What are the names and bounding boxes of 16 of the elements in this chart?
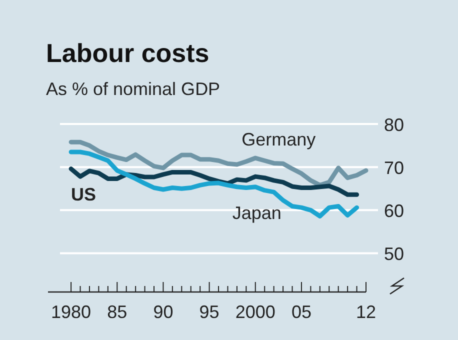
x-tick-label: 12 xyxy=(356,302,376,322)
y-tick-label: 70 xyxy=(384,158,404,178)
x-tick-label: 05 xyxy=(291,302,312,322)
x-tick-label: 95 xyxy=(199,302,220,322)
x-tick-label: 2000 xyxy=(235,302,276,322)
x-tick-label: 1980 xyxy=(51,302,92,322)
x-tick-label: 90 xyxy=(153,302,174,322)
series-label: US xyxy=(71,184,96,205)
y-tick-label: 60 xyxy=(384,201,404,222)
chart-subtitle: As % of nominal GDP xyxy=(46,79,220,99)
chart-title: Labour costs xyxy=(46,38,210,68)
y-tick-label: 50 xyxy=(384,244,404,264)
y-tick-label: 80 xyxy=(384,115,404,135)
x-tick-label: 85 xyxy=(107,302,128,322)
series-label: Germany xyxy=(242,130,316,150)
series-label: Japan xyxy=(232,202,282,223)
